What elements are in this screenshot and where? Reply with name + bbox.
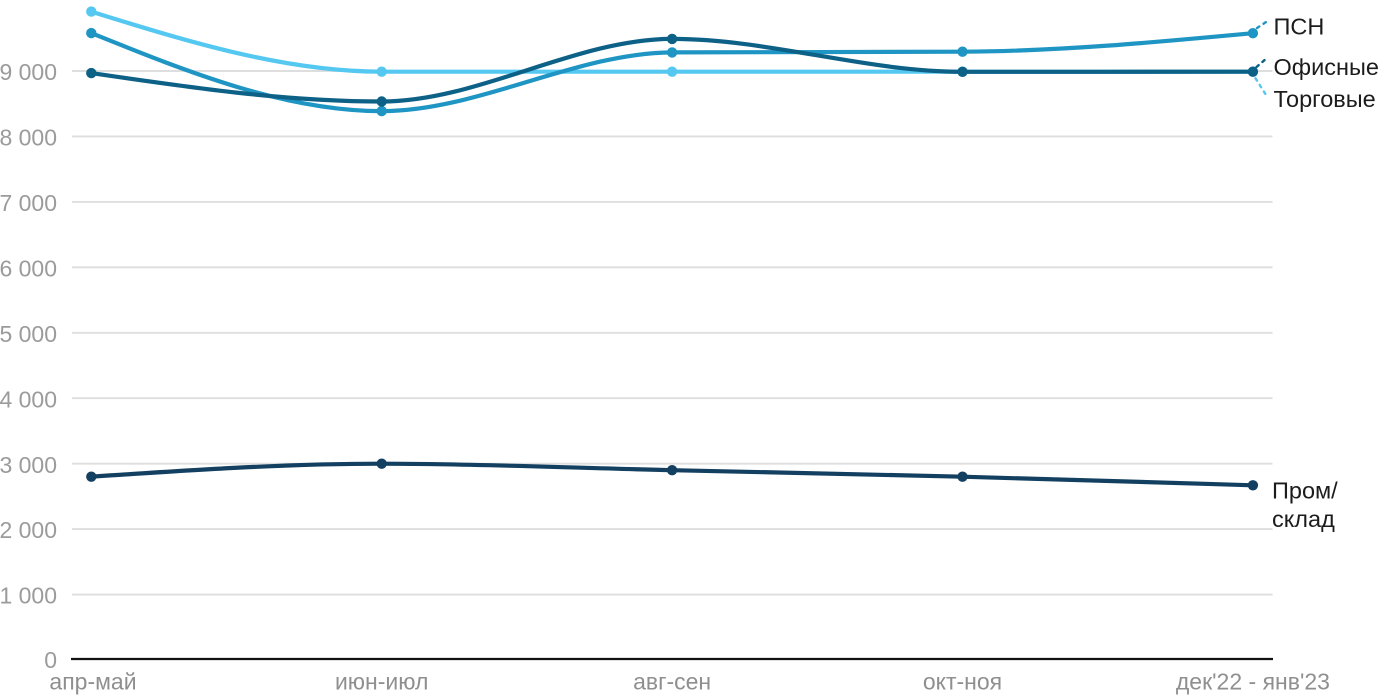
svg-text:ПСН: ПСН [1274,13,1325,39]
svg-text:окт-ноя: окт-ноя [923,669,1002,695]
svg-text:Офисные: Офисные [1274,54,1379,80]
svg-text:июн-июл: июн-июл [335,669,428,695]
svg-text:4 000: 4 000 [0,386,57,412]
svg-text:авг-сен: авг-сен [633,669,711,695]
svg-text:дек'22 - янв'23: дек'22 - янв'23 [1176,669,1330,695]
svg-text:2 000: 2 000 [0,517,57,543]
svg-text:8 000: 8 000 [0,125,57,151]
svg-text:5 000: 5 000 [0,321,57,347]
svg-text:0: 0 [44,647,57,673]
svg-text:1 000: 1 000 [0,583,57,609]
svg-text:Торговые: Торговые [1274,86,1376,112]
svg-text:3 000: 3 000 [0,452,57,478]
svg-text:7 000: 7 000 [0,190,57,216]
svg-text:Пром/: Пром/ [1272,478,1338,504]
svg-text:апр-май: апр-май [49,669,136,695]
svg-text:6 000: 6 000 [0,255,57,281]
svg-text:9 000: 9 000 [0,59,57,85]
svg-text:склад: склад [1272,506,1335,532]
